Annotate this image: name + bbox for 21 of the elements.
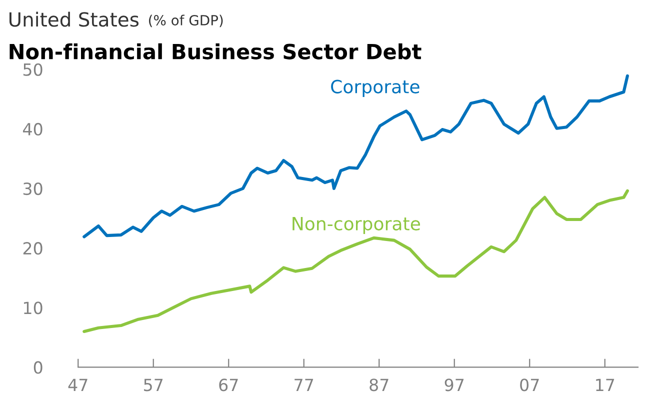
y-tick-label: 20	[23, 242, 42, 255]
y-tick-label: 30	[23, 182, 42, 196]
y-tick-label: 10	[24, 302, 42, 314]
x-tick-label: 97	[444, 378, 464, 392]
x-tick-label: 67	[219, 378, 238, 392]
chart-title: Non-financial Business Sector Debt	[10, 43, 422, 60]
x-tick-label: 47	[68, 378, 88, 391]
x-tick-label: 77	[294, 378, 314, 391]
x-tick-label: 17	[596, 378, 614, 391]
line-series	[82, 74, 629, 238]
y-axis-title: (% of GDP)	[149, 14, 223, 28]
series-label: Corporate	[331, 80, 420, 97]
y-tick-label: 50	[23, 63, 42, 76]
y-tick-label: 0	[34, 361, 42, 374]
x-tick-label: 57	[144, 378, 163, 392]
series-label: Non-corporate	[292, 217, 420, 234]
line-series	[82, 189, 629, 333]
x-tick-label: 07	[520, 378, 539, 392]
chart-subtitle: United States	[10, 12, 139, 27]
x-tick-label: 87	[370, 378, 388, 392]
y-tick-label: 40	[23, 122, 42, 136]
